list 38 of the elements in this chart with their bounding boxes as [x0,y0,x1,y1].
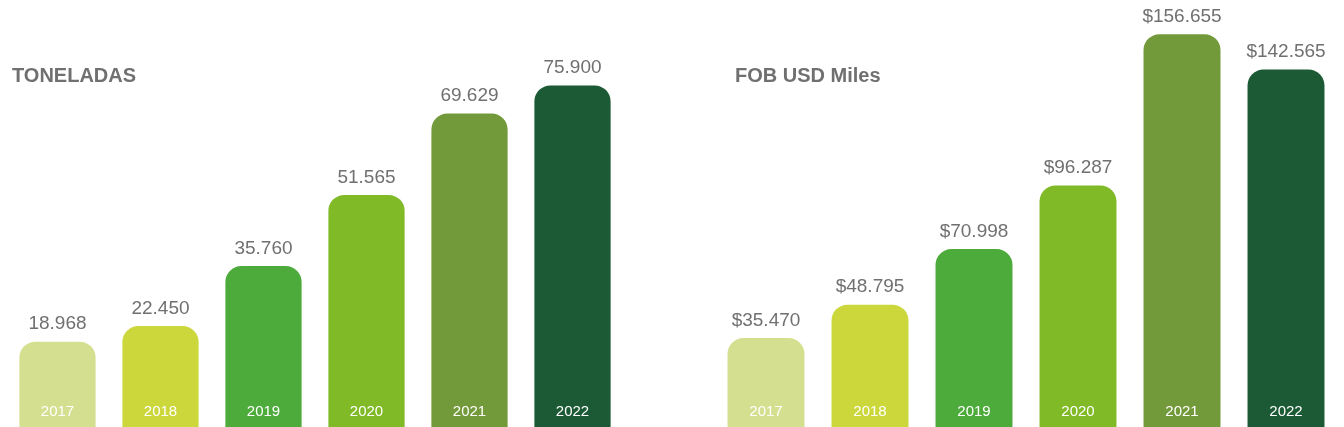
data-label: 69.629 [440,84,499,106]
data-label: $70.998 [939,219,1009,241]
x-tick-label: 2022 [555,402,590,420]
x-tick-label: 2019 [957,402,991,420]
bar [831,304,909,427]
x-tick-label: 2019 [246,402,281,420]
data-label: $48.795 [835,275,905,297]
data-label: $156.655 [1142,4,1222,26]
x-tick-label: 2020 [1061,402,1095,420]
bar [431,113,508,427]
bar [19,341,96,427]
x-tick-label: 2018 [143,402,178,420]
bar [1143,34,1221,427]
data-label: $142.565 [1246,40,1326,62]
x-tick-label: 2022 [1269,402,1303,420]
data-label: 22.450 [131,296,190,318]
data-label: 35.760 [234,236,293,258]
bar [1247,69,1325,427]
bar [225,266,302,427]
x-tick-label: 2021 [452,402,487,420]
bar [122,325,199,427]
bar [534,85,611,427]
bar [328,194,405,427]
x-tick-label: 2021 [1165,402,1199,420]
bar [727,338,805,427]
x-tick-label: 2018 [853,402,887,420]
bar [1039,185,1117,427]
x-tick-label: 2020 [349,402,384,420]
bar [935,248,1013,427]
data-label: 75.900 [543,56,602,78]
data-label: 51.565 [337,165,396,187]
x-tick-label: 2017 [749,402,783,420]
text: FOB USD Miles [735,64,881,87]
x-tick-label: 2017 [40,402,75,420]
data-label: $35.470 [731,308,801,330]
data-label: $96.287 [1043,156,1113,178]
chart-title: TONELADAS [12,64,137,87]
data-label: 18.968 [28,312,87,334]
